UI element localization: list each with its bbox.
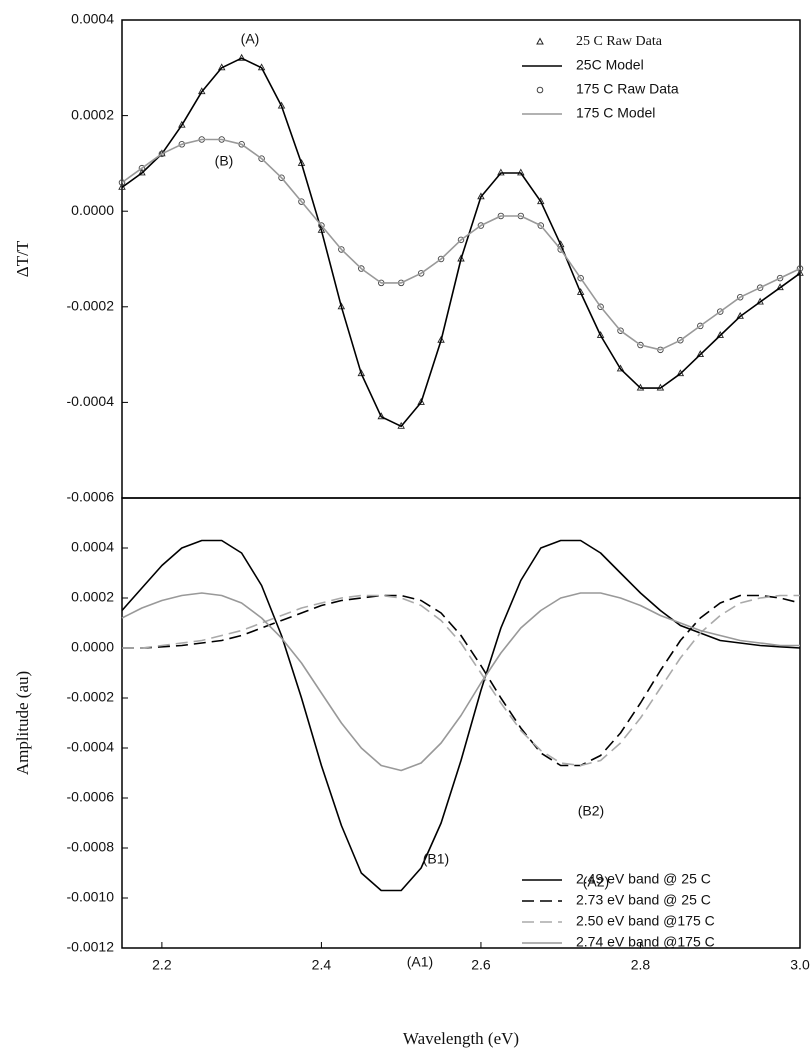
series-line [122,594,801,767]
annotation: (B2) [578,803,604,819]
data-point [796,265,804,272]
y-axis-label: ΔT/T [13,240,32,277]
data-point [278,174,285,181]
data-point [477,222,485,229]
y-axis-label: Amplitude (au) [13,671,32,775]
data-point [178,120,186,128]
y-tick-label: -0.0004 [67,393,115,409]
x-axis-label: Wavelength (eV) [403,1029,519,1048]
legend-label: 2.50 eV band @175 C [576,913,715,929]
y-tick-label: 0.0002 [71,106,114,122]
legend-label: 2.49 eV band @ 25 C [576,871,711,887]
y-tick-label: 0.0000 [71,639,114,655]
y-tick-label: -0.0010 [67,889,115,905]
data-point [118,179,126,186]
data-point [716,308,724,315]
x-tick-label: 2.4 [312,957,332,973]
y-tick-label: -0.0002 [67,298,115,314]
y-tick-label: 0.0000 [71,202,114,218]
data-point [736,293,744,301]
data-point [557,246,564,253]
legend-label: 175 C Raw Data [576,81,679,97]
series-line [122,594,800,767]
legend-label: 175 C Model [576,105,655,121]
data-point [697,322,704,330]
data-point [318,222,325,229]
series-line [121,539,801,892]
legend-label: 25C Model [576,57,644,73]
y-tick-label: 0.0004 [71,11,114,27]
annotation: (A2) [583,874,609,890]
data-point [577,274,584,282]
data-point [377,412,385,420]
annotation: (A) [241,31,260,47]
data-point [237,53,246,61]
data-point [298,198,305,205]
data-point [417,397,425,405]
x-tick-label: 2.6 [471,957,491,973]
y-tick-label: -0.0004 [67,739,115,755]
y-tick-label: 0.0004 [71,539,114,555]
x-tick-label: 3.0 [790,957,810,973]
data-point [158,150,166,158]
data-point [138,164,146,172]
y-tick-label: -0.0008 [67,839,115,855]
data-point [756,284,764,291]
data-point [616,364,625,372]
y-tick-label: -0.0006 [67,789,115,805]
data-point [417,270,425,277]
y-tick-label: -0.0006 [67,489,115,505]
x-tick-label: 2.2 [152,957,172,973]
data-point [617,327,624,334]
series-line [121,592,800,772]
legend-marker [536,86,544,94]
data-point [677,337,684,344]
data-point [597,303,604,311]
legend-label: 2.74 eV band @175 C [576,934,715,950]
data-point [358,265,365,272]
data-point [796,268,804,276]
y-tick-label: -0.0012 [67,939,115,955]
legend-label: 25 C Raw Data [576,34,663,49]
series-line [121,138,801,351]
data-point [258,155,265,162]
data-point [357,369,366,377]
y-tick-label: 0.0002 [71,589,114,605]
data-point [437,255,445,263]
annotation: (B1) [423,851,449,867]
plot-frame [121,497,801,949]
y-tick-label: -0.0002 [67,689,115,705]
data-point [776,274,784,282]
annotation: (A1) [407,954,433,970]
x-tick-label: 2.8 [631,957,651,973]
legend-marker [536,37,544,45]
annotation: (B) [215,153,234,169]
data-point [537,197,545,205]
data-point [338,246,345,253]
series-line [121,57,801,428]
data-point [596,331,605,338]
data-point [537,222,545,229]
data-point [457,236,465,244]
legend-label: 2.73 eV band @ 25 C [576,892,711,908]
